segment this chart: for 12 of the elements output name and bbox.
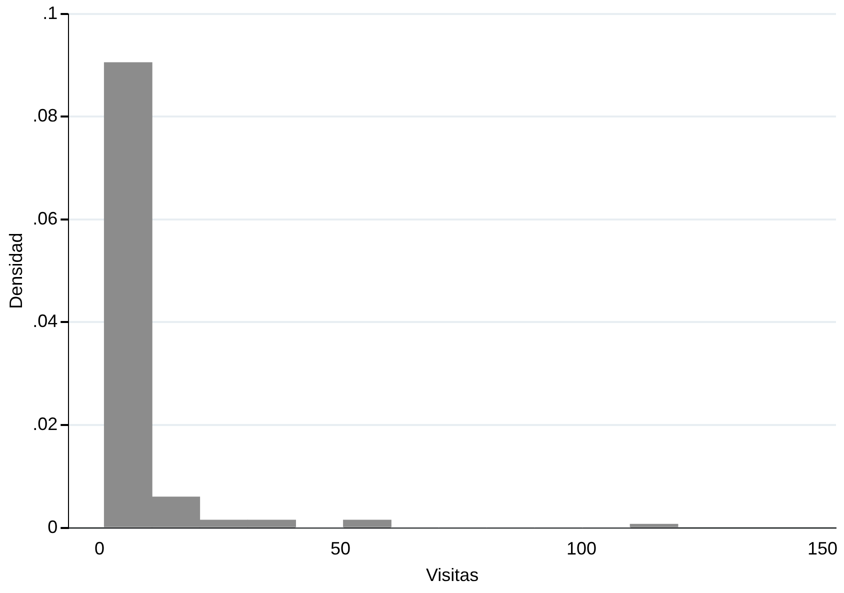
x-tick-label: 0 [94,538,104,559]
x-axis-title: Visitas [426,565,479,586]
x-tick-label: 100 [566,538,597,559]
y-axis-title: Densidad [6,232,26,309]
x-tick-label: 150 [807,538,838,559]
y-tick-label: .1 [42,2,58,23]
y-tick-label: 0 [48,516,58,537]
y-tick-label: .06 [32,208,58,228]
y-tick-label: .02 [32,414,58,434]
y-tick-label: .04 [32,311,58,332]
x-tick-label: 50 [330,538,350,559]
y-tick-label: .08 [32,106,58,126]
